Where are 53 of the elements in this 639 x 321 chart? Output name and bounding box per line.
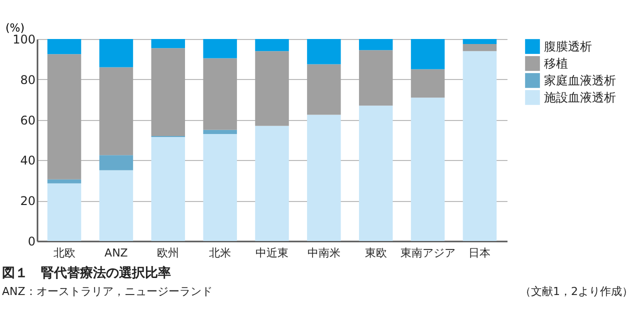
x-tick-label: 欧州	[157, 246, 180, 260]
y-tick-label: 20	[20, 194, 36, 208]
bar	[307, 114, 341, 241]
bar	[99, 39, 134, 68]
legend-label: 移植	[544, 56, 568, 70]
legend-label: 腹膜透析	[544, 40, 592, 54]
bar	[203, 58, 237, 130]
x-tick-label: 中近東	[256, 246, 288, 260]
bar	[203, 134, 237, 241]
y-tick-label: 100	[12, 32, 36, 46]
y-tick-label: 40	[20, 154, 36, 168]
bar	[410, 69, 445, 98]
y-axis-title: (%)	[6, 22, 25, 34]
bar	[358, 106, 393, 241]
text: （文献1，2より作成）	[520, 284, 633, 299]
bar	[462, 44, 497, 52]
bar	[410, 39, 445, 70]
text: ANZ：オーストラリア，ニュージーランド	[2, 284, 212, 299]
bar	[462, 51, 497, 241]
bar	[47, 179, 82, 184]
bar	[99, 67, 134, 156]
bar	[151, 136, 186, 241]
legend-label: 施設血液透析	[544, 90, 616, 104]
bar	[151, 39, 186, 48]
bar	[410, 98, 445, 241]
legend-label: 家庭血液透析	[544, 74, 616, 88]
bar	[307, 64, 341, 115]
bar	[307, 39, 341, 64]
x-tick-label: ANZ	[104, 246, 128, 260]
bar	[358, 39, 393, 50]
bar	[255, 51, 289, 126]
x-tick-label: 東南アジア	[400, 246, 456, 260]
bar	[203, 39, 237, 58]
x-tick-label: 北欧	[53, 246, 76, 260]
bar	[358, 50, 393, 106]
bar	[47, 183, 82, 241]
x-tick-label: 東欧	[364, 246, 387, 260]
x-tick-label: 日本	[468, 246, 491, 260]
y-tick-label: 60	[20, 113, 36, 128]
bar	[47, 39, 82, 54]
x-tick-label: 中南米	[307, 246, 340, 260]
text: 図１ 腎代替療法の選択比率	[2, 264, 172, 282]
y-tick-label: 0	[28, 234, 36, 248]
bar	[99, 155, 134, 170]
bar	[255, 126, 289, 241]
bar	[151, 48, 186, 136]
bar	[203, 130, 237, 134]
y-tick-label: 80	[20, 72, 36, 87]
bar	[47, 54, 82, 180]
bar	[255, 39, 289, 52]
x-tick-label: 北米	[209, 246, 232, 260]
bar	[99, 170, 134, 241]
bar	[462, 39, 497, 44]
